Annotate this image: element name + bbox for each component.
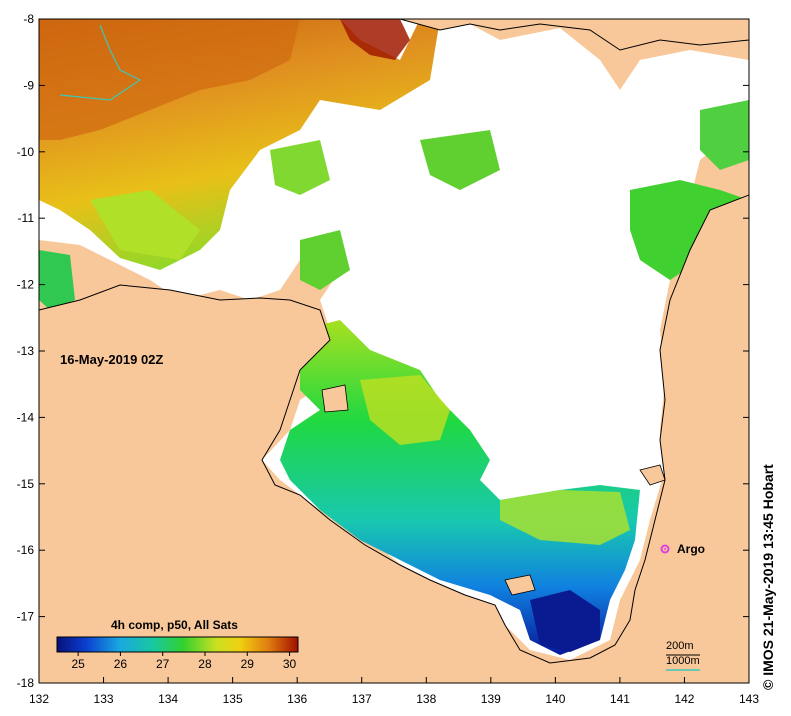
- credit-text: © IMOS 21-May-2019 13:45 Hobart: [760, 464, 776, 690]
- lon-tick-label: 140: [545, 692, 565, 706]
- lat-tick-label: -10: [17, 145, 35, 159]
- latitude-axis: -8 -9 -10 -11 -12 -13 -14 -15 -16 -17 -18: [17, 12, 749, 690]
- lat-tick-label: -13: [17, 344, 35, 358]
- lon-tick-label: 137: [352, 692, 372, 706]
- colorbar-ticks: [77, 652, 291, 656]
- longitude-axis: 132 133 134 135 136 137 138 139 140 141 142 143: [29, 677, 759, 706]
- lon-tick-label: 141: [610, 692, 630, 706]
- lat-tick-label: -9: [23, 78, 34, 92]
- lat-tick-label: -17: [17, 610, 35, 624]
- colorbar-tick-label: 25: [71, 657, 85, 671]
- contour-1000m: [59, 24, 142, 101]
- sst-patch: [39, 250, 75, 310]
- contour-1000m-label: 1000m: [666, 655, 700, 667]
- contour-200m-label: 200m: [666, 640, 694, 652]
- argo-marker[interactable]: [660, 544, 670, 554]
- lon-tick-label: 133: [94, 692, 114, 706]
- sst-north-hot: [340, 19, 410, 60]
- colorbar: [56, 636, 299, 653]
- lat-tick-label: -18: [17, 676, 35, 690]
- date-label: 16-May-2019 02Z: [60, 352, 164, 367]
- island: [321, 384, 349, 413]
- lat-tick-label: -15: [17, 477, 35, 491]
- sst-north-orange: [39, 19, 300, 140]
- coastline-north: [399, 19, 749, 51]
- sst-gulf-deep: [530, 590, 600, 652]
- sst-patch: [90, 190, 200, 260]
- colorbar-tick-label: 26: [113, 657, 128, 671]
- sst-gulf-yellow: [360, 375, 450, 445]
- lon-tick-label: 134: [158, 692, 178, 706]
- lon-tick-label: 136: [287, 692, 307, 706]
- lat-tick-label: -16: [17, 543, 35, 557]
- sst-east-top: [700, 100, 749, 170]
- lat-tick-label: -11: [18, 211, 35, 225]
- lon-tick-label: 132: [29, 692, 49, 706]
- coastline: [39, 194, 749, 683]
- lon-tick-label: 139: [481, 692, 501, 706]
- sst-patch: [420, 130, 500, 190]
- sst-patch: [270, 140, 330, 195]
- colorbar-tick-label: 30: [282, 657, 297, 671]
- lon-tick-label: 142: [674, 692, 694, 706]
- colorbar-tick-label: 29: [240, 657, 254, 671]
- colorbar-tick-label: 27: [156, 657, 170, 671]
- sst-gulf-green-east: [500, 490, 630, 545]
- sst-patch: [300, 230, 350, 290]
- colorbar-title: 4h comp, p50, All Sats: [111, 618, 238, 632]
- colorbar-tick-label: 28: [198, 657, 212, 671]
- lat-tick-label: -8: [23, 12, 34, 26]
- island: [504, 574, 536, 596]
- lon-tick-label: 135: [223, 692, 243, 706]
- lon-tick-label: 143: [739, 692, 759, 706]
- map-area: [39, 19, 749, 683]
- lat-tick-label: -14: [17, 410, 35, 424]
- lat-tick-label: -12: [17, 278, 35, 292]
- argo-label: Argo: [677, 542, 705, 556]
- lon-tick-label: 138: [416, 692, 436, 706]
